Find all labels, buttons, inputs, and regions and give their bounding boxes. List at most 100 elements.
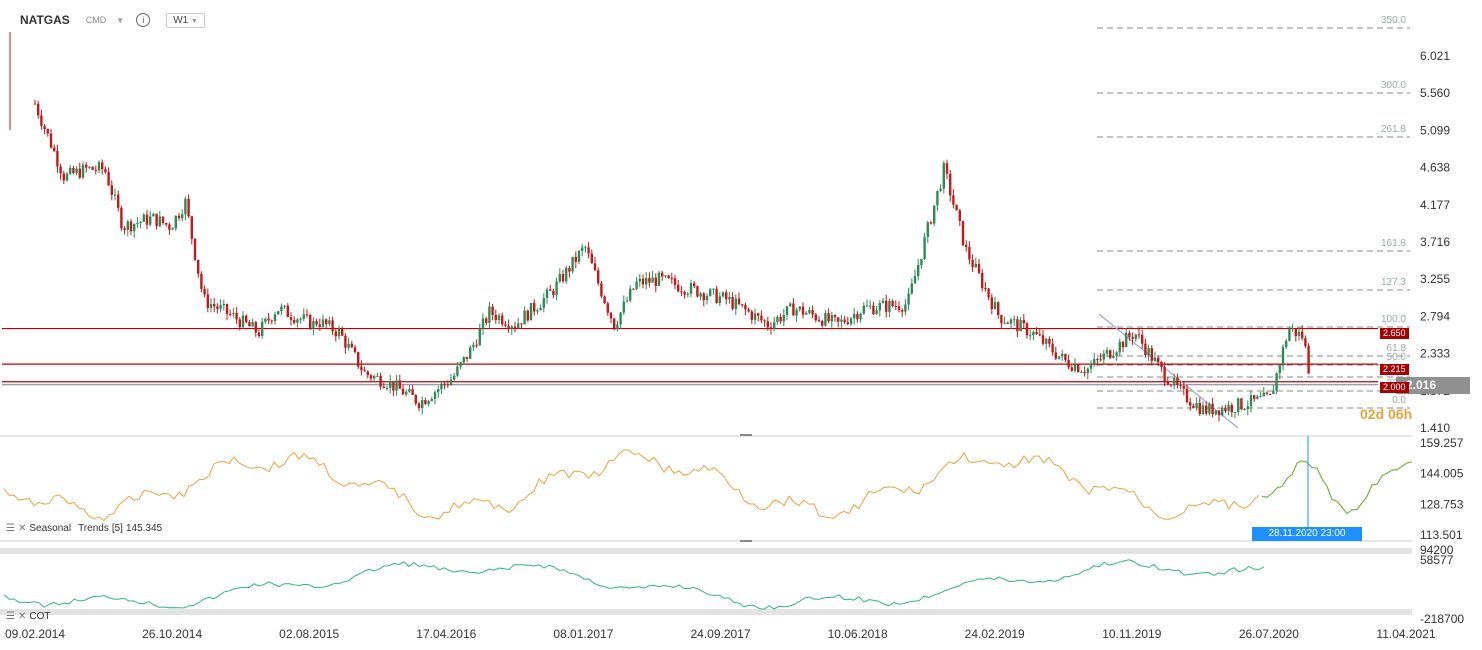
- candle-body: [734, 298, 737, 309]
- candle-body: [904, 304, 907, 312]
- candle-body: [808, 309, 811, 313]
- candle-body: [1246, 406, 1249, 410]
- candle-body: [309, 314, 312, 330]
- candle-body: [552, 290, 555, 296]
- candle-body: [286, 305, 289, 318]
- candle-body: [638, 278, 641, 282]
- candle-body: [1189, 402, 1192, 406]
- candle-body: [379, 375, 382, 387]
- date-axis-label: 17.04.2016: [416, 627, 476, 641]
- candle-body: [1224, 407, 1227, 412]
- candle-body: [453, 375, 456, 380]
- info-icon[interactable]: i: [136, 13, 151, 27]
- candle-body: [760, 315, 763, 321]
- candle-body: [1089, 365, 1093, 369]
- candle-body: [504, 324, 507, 326]
- seasonal-name: Seasonal: [29, 523, 72, 534]
- candle-body: [990, 297, 993, 310]
- candle-body: [1291, 328, 1294, 330]
- candle-body: [1105, 350, 1109, 354]
- candle-body: [238, 319, 241, 328]
- candle-body: [1070, 367, 1073, 371]
- candle-body: [1061, 353, 1064, 357]
- candle-body: [539, 307, 542, 311]
- chart-header: NATGAS CMD ▼ i W1 ▼: [0, 0, 1120, 40]
- candle-body: [680, 291, 683, 293]
- candle-body: [59, 166, 62, 174]
- candle-body: [232, 312, 235, 314]
- level-tag[interactable]: 2.215: [1380, 364, 1409, 375]
- chevron-down-icon[interactable]: ▼: [116, 15, 125, 25]
- candle-body: [1217, 410, 1221, 416]
- menu-icon[interactable]: ☰: [6, 611, 15, 622]
- level-tag[interactable]: 2.650: [1380, 328, 1409, 339]
- candle-body: [763, 320, 766, 322]
- candle-body: [827, 313, 830, 322]
- candle-body: [1265, 392, 1269, 394]
- candle-body: [78, 168, 81, 178]
- candle-body: [1022, 319, 1025, 324]
- candle-body: [616, 324, 619, 330]
- candle-body: [507, 325, 510, 329]
- candle-body: [126, 221, 129, 231]
- price-axis-label: 3.255: [1420, 272, 1450, 286]
- candle-body: [203, 288, 206, 295]
- candle-body: [296, 319, 299, 323]
- candle-body: [846, 322, 849, 324]
- cot-bottom-band: [0, 609, 1412, 615]
- price-axis-label: 5.560: [1420, 86, 1450, 100]
- candle-body: [936, 190, 939, 206]
- cot-panel-label: ☰ ✕ COT: [6, 611, 50, 622]
- candle-body: [1195, 402, 1198, 408]
- candle-body: [497, 315, 501, 321]
- level-tag[interactable]: 2.000: [1380, 382, 1409, 393]
- candle-body: [1288, 329, 1291, 341]
- candle-body: [1294, 328, 1297, 337]
- candle-body: [824, 313, 827, 326]
- candle-body: [897, 306, 901, 311]
- fib-level-label: 127.3: [1381, 277, 1406, 288]
- candle-body: [645, 278, 648, 285]
- candle-body: [1009, 319, 1013, 324]
- candle-body: [622, 301, 625, 313]
- date-axis-label: 24.09.2017: [690, 627, 750, 641]
- candle-body: [792, 303, 795, 316]
- candle-body: [702, 293, 705, 301]
- candle-body: [715, 288, 718, 303]
- candle-body: [446, 384, 449, 386]
- candle-body: [939, 188, 942, 191]
- candle-body: [664, 275, 667, 277]
- candle-body: [766, 321, 769, 328]
- candle-body: [661, 272, 664, 277]
- candle-body: [251, 322, 254, 327]
- candle-body: [907, 293, 910, 305]
- candle-body: [1281, 347, 1285, 366]
- candle-body: [1198, 402, 1201, 414]
- timeframe-label: W1: [173, 14, 189, 26]
- candle-body: [1179, 384, 1182, 386]
- candle-body: [529, 303, 533, 321]
- candle-body: [328, 320, 331, 325]
- candle-body: [283, 305, 286, 307]
- candle-body: [366, 371, 369, 376]
- close-icon[interactable]: ✕: [17, 523, 27, 534]
- candle-body: [1182, 385, 1185, 389]
- candle-body: [865, 305, 869, 307]
- candle-body: [1256, 396, 1259, 399]
- candle-body: [840, 319, 843, 322]
- candle-body: [641, 278, 645, 285]
- candle-body: [257, 332, 261, 337]
- candle-body: [360, 366, 363, 371]
- candle-body: [891, 300, 894, 307]
- menu-icon[interactable]: ☰: [6, 523, 15, 534]
- symbol-name[interactable]: NATGAS: [20, 13, 70, 27]
- candle-body: [686, 293, 689, 295]
- candle-body: [1131, 337, 1134, 339]
- close-icon[interactable]: ✕: [17, 611, 27, 622]
- candle-body: [1147, 348, 1150, 356]
- candle-body: [197, 259, 200, 274]
- seasonal-param: [5]: [111, 523, 123, 534]
- timeframe-select[interactable]: W1 ▼: [166, 12, 205, 28]
- fib-level-label: 261.8: [1381, 124, 1406, 135]
